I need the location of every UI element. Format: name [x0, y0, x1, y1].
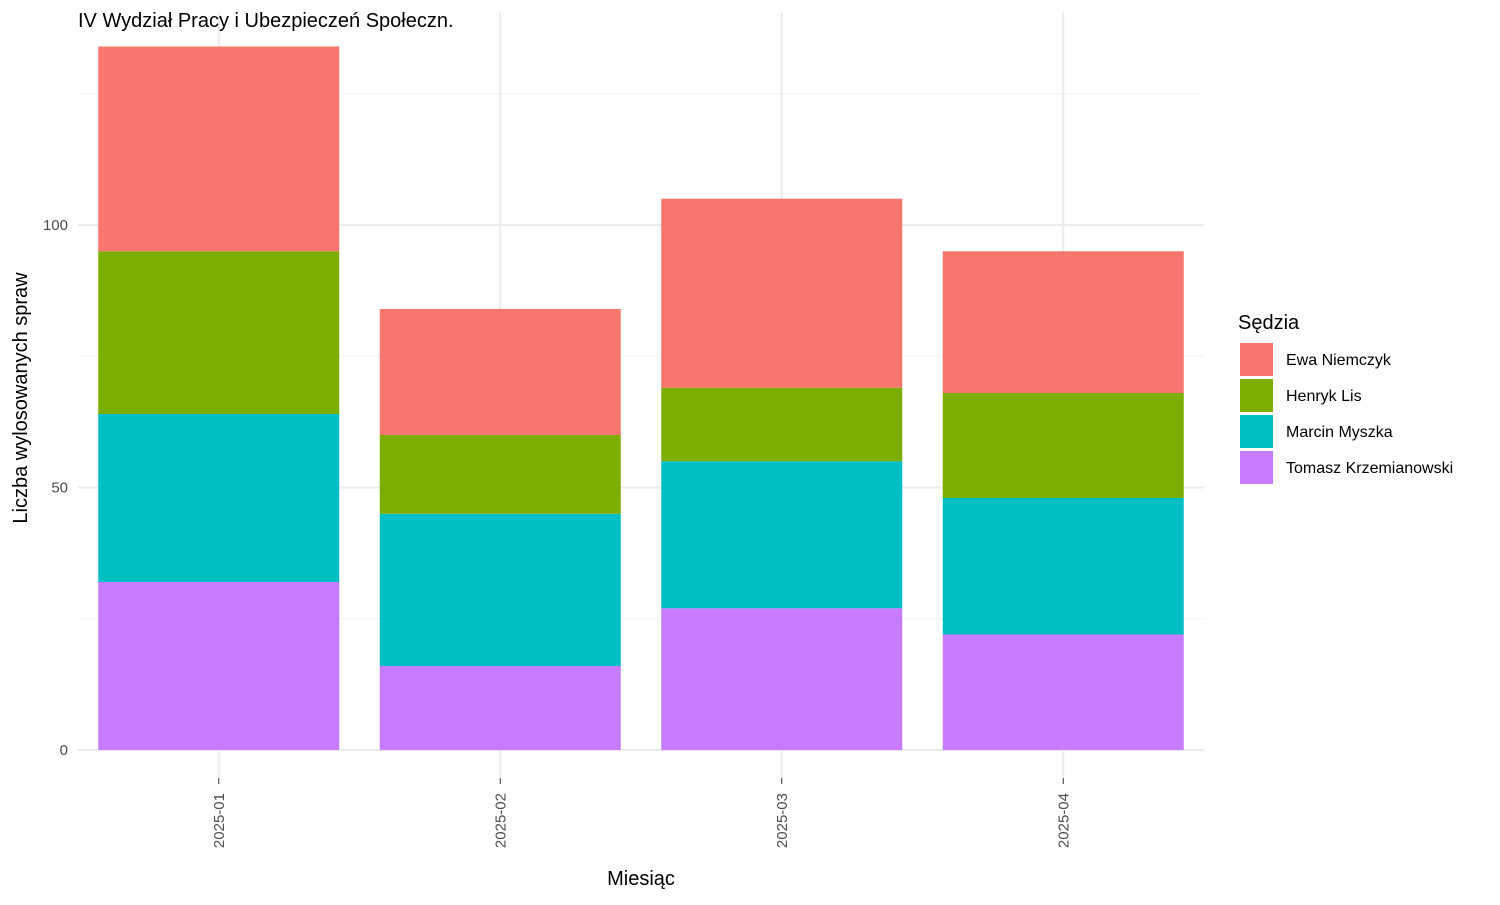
bar-segment-ewa-niemczyk-2025-01	[98, 46, 340, 252]
bar-segment-henryk-lis-2025-03	[661, 387, 903, 462]
bar-segment-marcin-myszka-2025-02	[379, 513, 621, 666]
bar-segment-tomasz-krzemianowski-2025-04	[942, 634, 1184, 750]
legend-title: Sędzia	[1238, 312, 1300, 334]
y-tick-label: 0	[60, 742, 68, 759]
bar-segment-ewa-niemczyk-2025-02	[379, 309, 621, 435]
bar-segment-tomasz-krzemianowski-2025-02	[379, 666, 621, 750]
bar-segment-ewa-niemczyk-2025-03	[661, 198, 903, 388]
legend-label: Henryk Lis	[1286, 388, 1362, 405]
legend-swatch	[1240, 379, 1273, 412]
bar-segment-ewa-niemczyk-2025-04	[942, 251, 1184, 393]
x-axis-title: Miesiąc	[607, 868, 675, 890]
x-tick-label: 2025-01	[211, 793, 228, 848]
bar-segment-marcin-myszka-2025-04	[942, 498, 1184, 635]
x-tick-label: 2025-03	[774, 793, 791, 848]
legend-label: Ewa Niemczyk	[1286, 352, 1392, 369]
bar-segment-marcin-myszka-2025-01	[98, 414, 340, 582]
y-tick-label: 50	[51, 480, 68, 497]
x-tick-label: 2025-02	[492, 793, 509, 848]
y-tick-label: 100	[43, 217, 68, 234]
axes-layer: 0 50 100 2025-01 2025-02 2025-03 2025-04	[43, 217, 1072, 848]
bar-segment-tomasz-krzemianowski-2025-01	[98, 582, 340, 750]
bar-segment-henryk-lis-2025-04	[942, 393, 1184, 498]
chart-title: IV Wydział Pracy i Ubezpieczeń Społeczn.	[78, 10, 454, 32]
legend-swatch	[1240, 343, 1273, 376]
bar-segment-henryk-lis-2025-02	[379, 435, 621, 514]
legend: Sędzia Ewa Niemczyk Henryk Lis Marcin Mysz…	[1238, 312, 1453, 484]
bar-segment-henryk-lis-2025-01	[98, 251, 340, 414]
bar-segment-marcin-myszka-2025-03	[661, 461, 903, 609]
legend-label: Tomasz Krzemianowski	[1286, 460, 1453, 477]
legend-swatch	[1240, 451, 1273, 484]
bar-segment-tomasz-krzemianowski-2025-03	[661, 608, 903, 750]
x-tick-label: 2025-04	[1055, 793, 1072, 848]
y-axis-title: Liczba wylosowanych spraw	[10, 272, 32, 524]
bars-layer	[98, 46, 1184, 750]
legend-swatch	[1240, 415, 1273, 448]
legend-label: Marcin Myszka	[1286, 424, 1393, 441]
